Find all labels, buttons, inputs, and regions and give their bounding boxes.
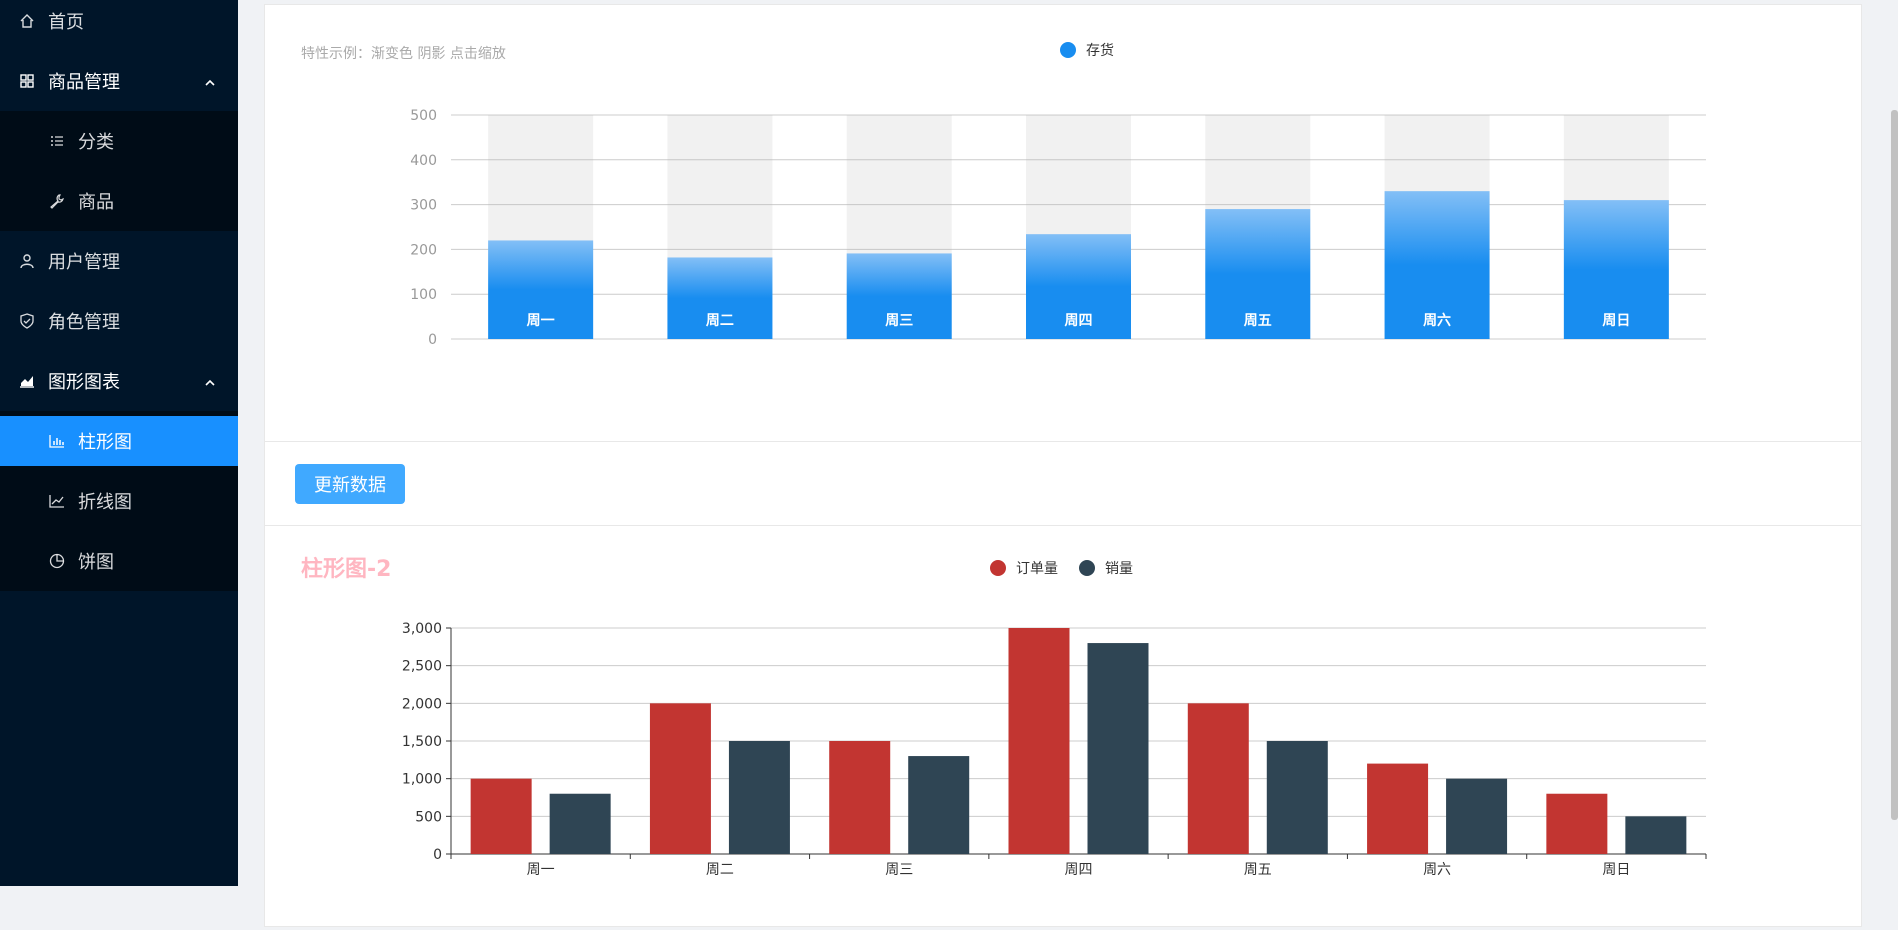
- y-tick-label: 3,000: [402, 621, 442, 637]
- bar-inventory: [1205, 209, 1311, 339]
- bar-sales: [728, 741, 790, 854]
- sidebar-item-label: 商品: [78, 192, 114, 213]
- y-tick-label: 400: [410, 153, 437, 169]
- chart-inventory[interactable]: 特性示例：渐变色 阴影 点击缩放 存货 0 100 200 300 400 500 周一 周二 周三…: [265, 5, 1861, 441]
- chart-orders-sales[interactable]: 柱形图-2 订单量 销量 0 500 1,000 1,500 2,000 2,500 3,000 周…: [265, 526, 1861, 926]
- bar-orders: [1187, 703, 1249, 854]
- x-category-label: 周一: [527, 862, 555, 878]
- x-category-label: 周四: [1065, 862, 1093, 878]
- y-tick-label: 100: [410, 287, 437, 303]
- tool-icon: [48, 192, 66, 210]
- chart-title: 柱形图-2: [301, 557, 391, 582]
- bar-sales: [1625, 816, 1687, 854]
- pie-chart-icon: [48, 552, 66, 570]
- bar-inventory: [1384, 191, 1490, 339]
- sidebar-item-label: 饼图: [78, 552, 114, 573]
- sidebar-item-label: 柱形图: [78, 432, 132, 453]
- bar-sales: [549, 793, 611, 854]
- x-category-label: 周三: [885, 862, 913, 878]
- sidebar-item-charts[interactable]: 图形图表: [0, 351, 238, 411]
- legend-label-inventory: 存货: [1086, 42, 1114, 59]
- bar-orders: [829, 741, 891, 854]
- button-card: 更新数据: [264, 441, 1862, 527]
- sidebar-item-label: 角色管理: [48, 312, 120, 333]
- legend-marker-sales: [1079, 560, 1095, 576]
- sidebar-item-users[interactable]: 用户管理: [0, 231, 238, 291]
- legend-marker-orders: [990, 560, 1006, 576]
- chevron-up-icon: [204, 73, 216, 94]
- bar-sales: [1266, 741, 1328, 854]
- x-category-label: 周五: [1244, 862, 1272, 878]
- x-category-label: 周三: [885, 313, 913, 329]
- user-icon: [18, 252, 36, 270]
- bar-orders: [1008, 628, 1070, 854]
- x-category-label: 周六: [1423, 862, 1451, 878]
- chevron-up-icon: [204, 373, 216, 394]
- legend-label-orders: 订单量: [1016, 561, 1058, 577]
- chart-card-1: 特性示例：渐变色 阴影 点击缩放 存货 0 100 200 300 400 500 周一 周二 周三…: [264, 4, 1862, 442]
- appstore-icon: [18, 72, 36, 90]
- sidebar-item-goods[interactable]: 商品管理: [0, 51, 238, 111]
- legend-marker-inventory: [1060, 42, 1076, 58]
- sidebar-item-roles[interactable]: 角色管理: [0, 291, 238, 351]
- x-category-label: 周日: [1602, 313, 1630, 329]
- bar-orders: [1546, 793, 1608, 854]
- sidebar-item-line-chart[interactable]: 折线图: [0, 471, 238, 531]
- sidebar-item-bar-chart[interactable]: 柱形图: [0, 416, 238, 466]
- bar-inventory: [1026, 234, 1131, 339]
- sidebar: 首页 商品管理 分类 商品 用户管理 角色管理 图: [0, 0, 238, 886]
- sidebar-item-label: 分类: [78, 132, 114, 153]
- sidebar-item-home[interactable]: 首页: [0, 0, 238, 51]
- y-tick-label: 500: [410, 108, 437, 124]
- legend-label-sales: 销量: [1105, 561, 1133, 577]
- bar-sales: [1087, 643, 1149, 854]
- scrollbar[interactable]: [1891, 110, 1898, 820]
- chart-subtitle: 特性示例：渐变色 阴影 点击缩放: [301, 45, 506, 62]
- x-category-label: 周二: [706, 862, 734, 878]
- safety-icon: [18, 312, 36, 330]
- y-tick-label: 0: [433, 847, 442, 863]
- sidebar-item-pie-chart[interactable]: 饼图: [0, 531, 238, 591]
- sidebar-item-category[interactable]: 分类: [0, 111, 238, 171]
- bar-orders: [470, 778, 532, 854]
- main-content: 特性示例：渐变色 阴影 点击缩放 存货 0 100 200 300 400 500 周一 周二 周三…: [238, 0, 1898, 927]
- x-category-label: 周日: [1602, 862, 1630, 878]
- chart-card-2: 柱形图-2 订单量 销量 0 500 1,000 1,500 2,000 2,500 3,000 周…: [264, 525, 1862, 927]
- bar-chart-icon: [48, 432, 66, 450]
- bar-inventory: [667, 257, 773, 339]
- bar-sales: [1446, 778, 1508, 854]
- bar-inventory: [846, 253, 952, 339]
- bar-orders: [1367, 763, 1429, 854]
- x-category-label: 周五: [1244, 313, 1272, 329]
- list-icon: [48, 132, 66, 150]
- y-tick-label: 1,500: [402, 734, 442, 750]
- bar-sales: [908, 756, 970, 854]
- y-tick-label: 2,000: [402, 696, 442, 712]
- bar-inventory: [488, 240, 594, 339]
- bar-inventory: [1563, 200, 1669, 339]
- area-chart-icon: [18, 372, 36, 390]
- bar-orders: [649, 703, 711, 854]
- x-category-label: 周六: [1423, 312, 1451, 329]
- update-data-button[interactable]: 更新数据: [295, 464, 405, 504]
- x-category-label: 周四: [1065, 313, 1093, 329]
- sidebar-item-label: 首页: [48, 12, 84, 33]
- sidebar-item-label: 图形图表: [48, 372, 120, 393]
- y-tick-label: 300: [410, 198, 437, 214]
- line-chart-icon: [48, 492, 66, 510]
- y-tick-label: 1,000: [402, 772, 442, 788]
- x-category-label: 周二: [706, 313, 734, 329]
- y-tick-label: 200: [410, 242, 437, 258]
- x-category-label: 周一: [527, 313, 555, 329]
- y-tick-label: 2,500: [402, 659, 442, 675]
- y-tick-label: 500: [415, 809, 442, 825]
- sidebar-item-label: 用户管理: [48, 252, 120, 273]
- home-icon: [18, 12, 36, 30]
- sidebar-item-label: 折线图: [78, 492, 132, 513]
- sidebar-item-product[interactable]: 商品: [0, 171, 238, 231]
- y-tick-label: 0: [428, 332, 437, 348]
- sidebar-item-label: 商品管理: [48, 72, 120, 93]
